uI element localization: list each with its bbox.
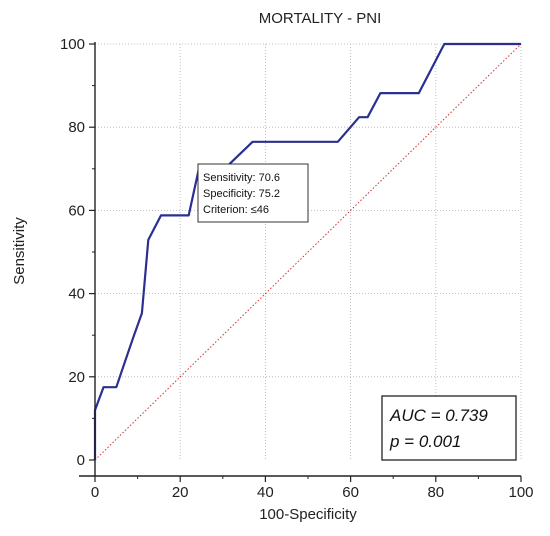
x-axis-label: 100-Specificity — [259, 506, 357, 523]
auc-value: AUC = 0.739 — [389, 406, 488, 425]
x-tick-label: 100 — [508, 484, 533, 501]
chart-title: MORTALITY - PNI — [259, 10, 382, 27]
x-tick-label: 0 — [91, 484, 99, 501]
x-ticks: 0 20 40 60 80 100 — [91, 476, 534, 501]
x-tick-label: 60 — [342, 484, 359, 501]
y-tick-label: 100 — [60, 36, 85, 53]
x-tick-label: 40 — [257, 484, 274, 501]
tooltip-criterion: Criterion: ≤46 — [203, 204, 269, 216]
x-tick-label: 20 — [172, 484, 189, 501]
y-ticks: 0 20 40 60 80 100 — [60, 36, 95, 469]
p-value: p = 0.001 — [389, 432, 461, 451]
grid — [95, 43, 522, 460]
roc-curve — [93, 42, 521, 460]
axes — [79, 42, 521, 477]
criterion-tooltip: Sensitivity: 70.6 Specificity: 75.2 Crit… — [197, 163, 309, 223]
y-tick-label: 20 — [68, 369, 85, 386]
y-tick-label: 40 — [68, 286, 85, 303]
y-axis-label: Sensitivity — [11, 217, 28, 285]
x-tick-label: 80 — [427, 484, 444, 501]
reference-diagonal — [94, 43, 522, 461]
y-tick-label: 80 — [68, 119, 85, 136]
y-tick-label: 60 — [68, 202, 85, 219]
tooltip-sensitivity: Sensitivity: 70.6 — [203, 172, 280, 184]
tooltip-specificity: Specificity: 75.2 — [203, 188, 280, 200]
stats-box: AUC = 0.739 p = 0.001 — [381, 395, 517, 461]
y-tick-label: 0 — [77, 452, 85, 469]
